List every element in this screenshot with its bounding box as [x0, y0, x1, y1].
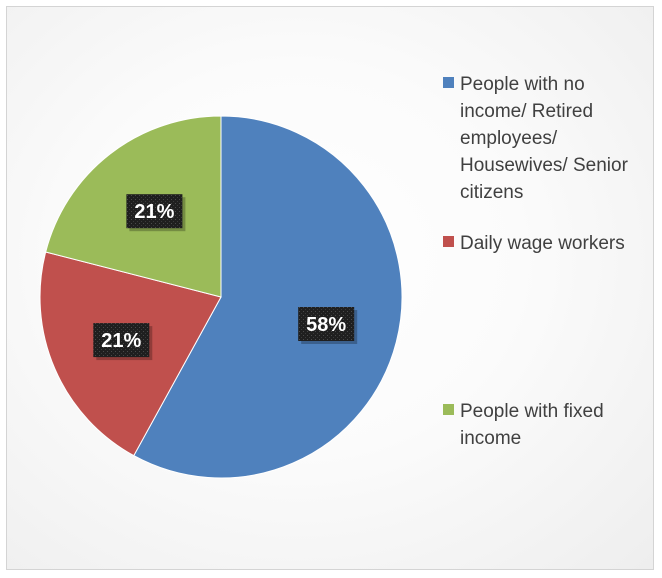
legend-item-daily-wage: Daily wage workers	[443, 230, 653, 257]
data-label: 21%	[93, 323, 153, 361]
legend-item-no-income: People with no income/ Retired employees…	[443, 71, 653, 206]
data-label: 58%	[298, 307, 358, 344]
legend-swatch	[443, 236, 454, 247]
legend-swatch	[443, 77, 454, 88]
chart-area: 58% 21% 21% People with no income/ Retired…	[6, 6, 654, 570]
pie-chart: 58% 21% 21%	[39, 115, 403, 479]
data-label-text: 58%	[306, 314, 346, 336]
legend-swatch	[443, 404, 454, 415]
pie-slice-no-income	[133, 115, 403, 479]
legend-label: People with fixed income	[460, 401, 604, 449]
data-label-text: 21%	[101, 330, 141, 352]
data-label-text: 21%	[134, 201, 174, 223]
data-label: 21%	[126, 194, 186, 232]
legend-label: Daily wage workers	[460, 233, 625, 254]
legend-item-fixed-income: People with fixed income	[443, 398, 653, 452]
legend-label: People with no income/ Retired employees…	[460, 74, 628, 203]
